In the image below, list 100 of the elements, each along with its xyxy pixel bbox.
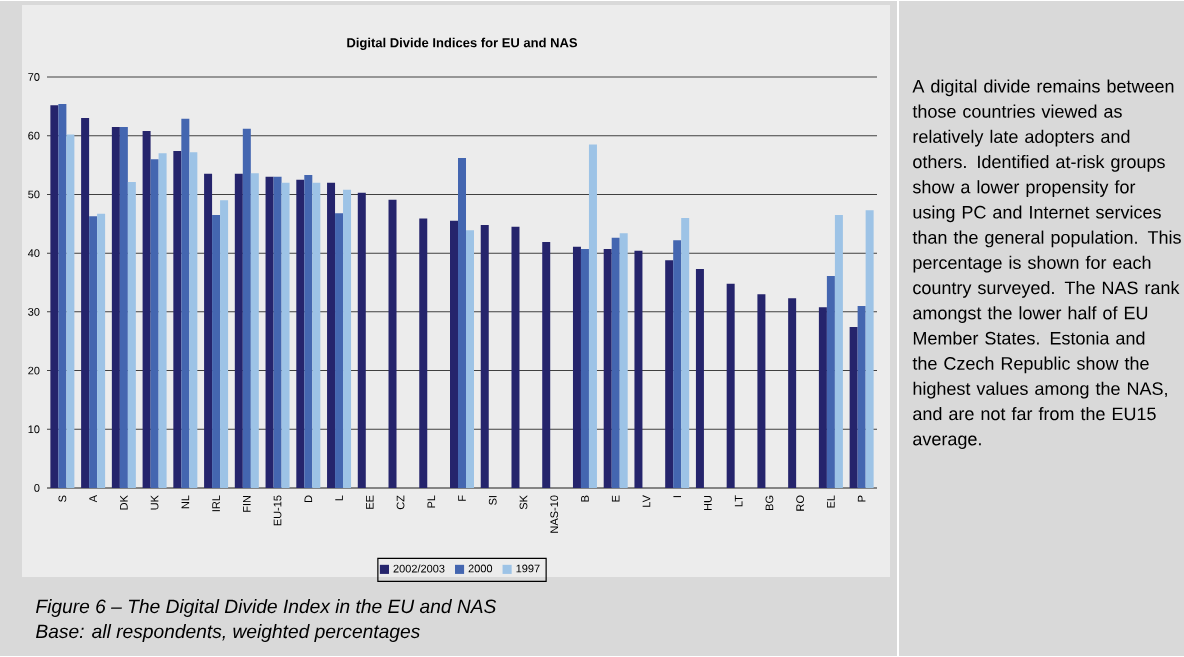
y-tick-label: 20 <box>28 366 40 375</box>
x-tick-label: EL <box>827 495 835 508</box>
x-tick-label: PL <box>427 495 436 508</box>
y-tick-label: 10 <box>28 425 40 434</box>
bar <box>66 134 75 488</box>
x-tick-label: B <box>581 495 589 502</box>
x-tick-label: SI <box>488 496 497 505</box>
x-tick-label: CZ <box>396 495 405 510</box>
bar <box>158 153 167 488</box>
bar <box>58 104 67 488</box>
bar <box>220 200 229 488</box>
bar <box>466 230 475 488</box>
bar <box>419 218 428 488</box>
bar <box>204 173 213 488</box>
y-tick-label: 70 <box>28 73 40 81</box>
legend-label: 2002/2003 <box>393 564 445 573</box>
x-tick-label: SK <box>519 495 528 510</box>
x-tick-label: E <box>611 495 620 502</box>
bar <box>388 199 397 488</box>
x-tick-label: NAS-10 <box>550 495 559 533</box>
chart-title: Digital Divide Indices for EU and NAS <box>347 37 578 50</box>
x-tick-label: EU-15 <box>273 495 282 526</box>
x-tick-label: F <box>458 495 466 501</box>
x-tick-label: LT <box>734 495 743 507</box>
bar <box>865 210 874 488</box>
bar <box>150 159 159 488</box>
bar <box>296 179 305 488</box>
bar <box>127 182 136 488</box>
bar <box>173 150 182 488</box>
bar <box>572 246 581 488</box>
x-tick-label: A <box>89 495 97 503</box>
x-tick-label: IRL <box>212 495 220 512</box>
bar <box>619 233 628 488</box>
bar <box>304 175 313 488</box>
x-tick-label: L <box>335 495 343 501</box>
x-tick-label: HU <box>704 495 712 511</box>
x-tick-label: S <box>58 495 67 502</box>
bar <box>242 128 251 488</box>
y-tick-label: 30 <box>28 307 40 316</box>
bar <box>826 276 835 488</box>
y-tick-label: 50 <box>28 190 40 199</box>
bar <box>834 214 843 488</box>
x-tick-label: EE <box>366 495 374 509</box>
bar <box>89 216 98 488</box>
x-tick-label: I <box>673 496 681 498</box>
text: A digital divide remains between those countries viewed as relatively late adopters and others. Identified at-risk groups show a lower propensity for using PC and Internet services than the general population. This percentage is shown for each country surveyed. The NAS rank amongst the lower half of EU Member States. Estonia and the Czech Republic show the highest values among the NAS, and are not far from the EU15 average. <box>912 79 1181 449</box>
bar <box>634 250 643 488</box>
bar <box>757 294 766 488</box>
bar <box>788 298 797 488</box>
bar <box>312 182 321 488</box>
x-tick-label: D <box>304 495 313 503</box>
y-tick-label: 40 <box>27 249 40 258</box>
bar <box>458 158 467 488</box>
x-tick-label: RO <box>796 495 805 511</box>
bar <box>142 131 151 488</box>
bar <box>849 327 858 488</box>
bar <box>327 182 336 488</box>
bar <box>81 118 90 488</box>
bar <box>50 105 59 488</box>
bar <box>119 126 128 488</box>
x-tick-label: DK <box>120 495 128 510</box>
bar <box>611 237 620 488</box>
bar <box>357 192 366 488</box>
bar <box>580 249 589 488</box>
bar <box>480 224 489 488</box>
bar <box>450 220 458 488</box>
bar <box>857 305 866 488</box>
x-tick-label: UK <box>150 495 159 510</box>
x-tick-label: FIN <box>243 495 251 512</box>
bar <box>726 283 735 488</box>
legend-label: 1997 <box>516 564 540 573</box>
bar <box>818 307 827 488</box>
bar <box>511 226 520 488</box>
bar <box>97 213 106 488</box>
bar <box>603 249 612 488</box>
bar <box>335 213 344 488</box>
bar <box>189 152 198 488</box>
bar <box>234 173 243 488</box>
bar <box>273 176 282 488</box>
bar <box>695 268 704 488</box>
bar <box>281 182 290 488</box>
x-tick-label: P <box>857 495 866 502</box>
bar <box>681 217 690 488</box>
bar <box>265 176 274 488</box>
bar <box>343 189 352 488</box>
bar <box>673 240 682 488</box>
bar <box>212 214 221 488</box>
bar <box>542 241 551 488</box>
legend-label: 2000 <box>468 564 493 573</box>
y-tick-label: 60 <box>28 131 40 140</box>
x-tick-label: LV <box>642 495 651 507</box>
y-tick-label: 0 <box>34 484 40 492</box>
bar <box>665 260 674 488</box>
x-tick-label: NL <box>181 495 190 509</box>
bar <box>111 126 120 488</box>
text: Base: all respondents, weighted percentages <box>36 624 420 642</box>
bar <box>250 173 259 488</box>
bar <box>181 118 190 488</box>
x-tick-label: BG <box>765 495 774 511</box>
caption: Figure 6 – The Digital Divide Index in the EU and NAS <box>36 599 497 617</box>
